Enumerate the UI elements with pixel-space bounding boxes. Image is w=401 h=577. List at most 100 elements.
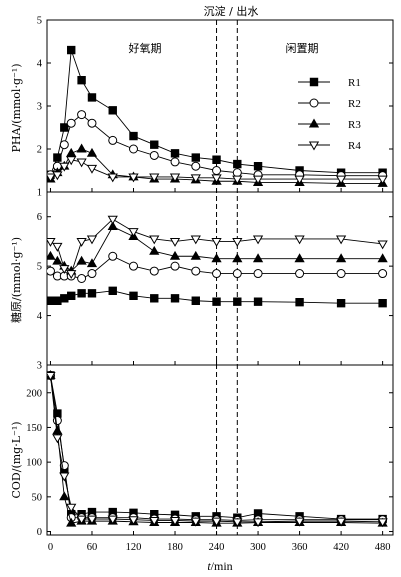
point-R4 — [211, 174, 222, 184]
point-R4 — [294, 235, 305, 245]
point-R4 — [52, 242, 63, 252]
point-R4 — [335, 175, 347, 185]
series-layer — [47, 45, 388, 528]
point-R4 — [66, 156, 77, 166]
point-R2 — [295, 269, 305, 279]
point-R4 — [149, 173, 160, 183]
point-R4 — [169, 516, 181, 526]
x-tick-label: 0 — [48, 542, 53, 553]
y-tick-label-glycogen: 5 — [37, 262, 42, 273]
point-R3 — [232, 253, 243, 263]
point-R4 — [59, 472, 70, 482]
point-R4 — [252, 518, 264, 528]
point-R4 — [86, 515, 98, 525]
point-R4 — [86, 235, 98, 245]
phase-label-idle: 闲置期 — [286, 41, 319, 55]
y-tick-label-cod: 0 — [37, 527, 42, 538]
point-R4 — [66, 270, 77, 280]
point-R3 — [294, 253, 305, 263]
y-tick-label-glycogen: 6 — [37, 212, 42, 223]
y-tick-label-glycogen: 3 — [37, 361, 42, 372]
x-tick-label: 300 — [250, 542, 266, 553]
point-R1 — [295, 298, 304, 307]
point-R4 — [59, 162, 70, 172]
y-axis-label-cod: COD/(mg·L⁻¹) — [10, 421, 23, 498]
point-R4 — [169, 173, 181, 183]
point-R4 — [377, 518, 388, 528]
point-R1 — [170, 294, 180, 303]
legend: R1 R2 R3 R4 — [298, 77, 361, 152]
point-R2 — [378, 269, 388, 279]
point-R3 — [149, 245, 160, 255]
point-R4 — [294, 517, 305, 527]
point-R4 — [232, 518, 243, 528]
legend-label-R1: R1 — [348, 77, 361, 89]
point-R3 — [66, 517, 77, 527]
point-R4 — [47, 237, 56, 247]
legend-label-R4: R4 — [348, 140, 361, 152]
point-R1 — [53, 296, 62, 305]
x-tick-label: 360 — [292, 542, 308, 553]
point-R2 — [129, 144, 138, 154]
point-R1 — [233, 297, 242, 306]
point-R1 — [60, 294, 69, 303]
point-R4 — [211, 237, 222, 247]
x-tick-label: 180 — [167, 542, 183, 553]
point-R2 — [149, 266, 159, 276]
point-R3 — [76, 143, 87, 153]
point-R2 — [149, 150, 159, 160]
point-R3 — [66, 147, 77, 157]
legend-marker-R3 — [308, 118, 320, 128]
settle-discharge-annotation: 沉淀 / 出水 — [204, 4, 259, 18]
point-R4 — [107, 173, 118, 183]
point-R4 — [377, 175, 388, 185]
point-R2 — [108, 135, 118, 145]
y-tick-label-glycogen: 4 — [37, 311, 43, 322]
legend-label-R2: R2 — [348, 98, 361, 110]
point-R2 — [77, 274, 87, 283]
y-tick-label-pha: 2 — [37, 145, 42, 156]
point-R1 — [212, 297, 221, 306]
point-R1 — [77, 289, 86, 298]
point-R4 — [252, 175, 264, 185]
point-R1 — [150, 140, 159, 149]
point-R2 — [108, 251, 118, 261]
x-tick-label: 240 — [209, 542, 225, 553]
phase-label-aerobic: 好氧期 — [129, 41, 162, 55]
point-R4 — [52, 171, 63, 181]
point-R4 — [107, 215, 118, 225]
x-axis-label-unit: /min — [211, 559, 233, 573]
point-R3 — [335, 253, 347, 263]
point-R3 — [59, 491, 70, 501]
point-R2 — [129, 261, 138, 271]
point-R2 — [253, 269, 263, 279]
point-R1 — [108, 286, 117, 296]
point-R1 — [253, 162, 263, 171]
point-R2 — [47, 266, 55, 276]
point-R2 — [212, 166, 222, 175]
point-R1 — [233, 159, 242, 169]
point-R1 — [87, 93, 97, 102]
panel-cod-series — [47, 369, 388, 528]
y-tick-label-cod: 200 — [26, 388, 42, 399]
point-R4 — [252, 235, 264, 245]
point-R2 — [170, 261, 180, 271]
point-R2 — [191, 266, 201, 276]
legend-marker-R2 — [309, 98, 319, 108]
point-R2 — [336, 269, 346, 279]
point-R3 — [377, 253, 388, 263]
point-R4 — [190, 235, 201, 245]
point-R4 — [47, 173, 56, 183]
point-R2 — [191, 161, 201, 171]
x-tick-label: 480 — [375, 542, 391, 553]
x-tick-label: 60 — [87, 542, 98, 553]
point-R3 — [169, 250, 181, 260]
point-R1 — [336, 299, 346, 308]
y-tick-label-pha: 4 — [37, 59, 43, 70]
legend-label-R3: R3 — [348, 119, 361, 131]
point-R4 — [149, 516, 160, 526]
point-R1 — [47, 296, 55, 305]
point-R3 — [107, 221, 118, 231]
point-R2 — [52, 416, 62, 426]
